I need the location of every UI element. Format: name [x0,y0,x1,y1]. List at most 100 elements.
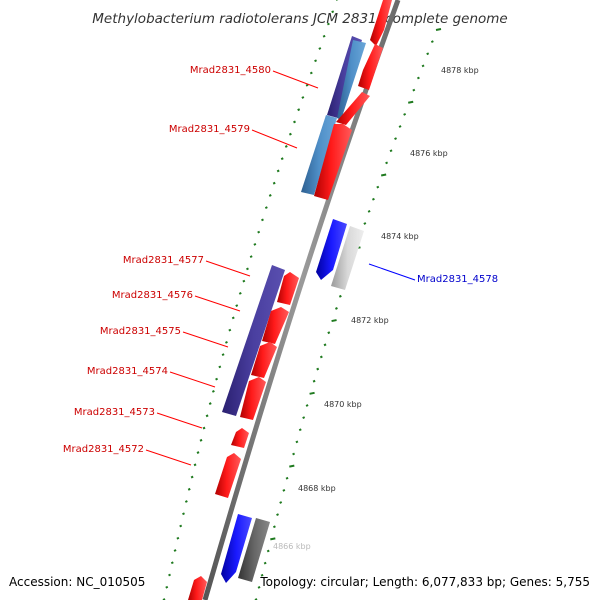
gene-arrow-forward[interactable] [358,44,383,90]
gene-arrow-forward[interactable] [215,453,241,498]
minor-tick [199,438,203,442]
minor-tick [314,59,318,63]
minor-tick [196,451,200,454]
minor-tick [257,230,261,234]
feature-block-steel[interactable] [337,40,366,120]
gene-label-mrad2831-4579[interactable]: Mrad2831_4579 [169,124,250,135]
minor-tick [260,573,264,577]
minor-tick [187,487,191,491]
leader-line [251,129,298,149]
minor-tick [331,10,335,14]
feature-block-dark-gray[interactable] [238,518,270,582]
gene-label-mrad2831-4572[interactable]: Mrad2831_4572 [63,444,144,455]
minor-tick [193,463,197,467]
minor-tick [182,512,185,516]
minor-tick [272,525,276,529]
minor-tick [398,125,402,128]
minor-tick [272,181,276,185]
kbp-label: 4870 kbp [324,400,362,409]
minor-tick [430,40,434,44]
minor-tick [168,573,171,577]
genome-summary-text: Topology: circular; Length: 6,077,833 bp… [259,575,590,589]
minor-tick [242,279,246,283]
minor-tick [338,294,342,298]
gene-label-mrad2831-4575[interactable]: Mrad2831_4575 [100,326,181,337]
minor-tick [305,404,309,407]
kbp-label: 4876 kbp [410,149,448,158]
outer-tick-track [254,28,442,600]
minor-tick [261,218,264,222]
gene-label-mrad2831-4578[interactable]: Mrad2831_4578 [417,274,498,285]
minor-tick [305,83,309,87]
minor-tick [205,414,209,418]
gene-arrow-reverse[interactable] [316,219,347,280]
minor-tick [318,47,322,50]
minor-tick [221,353,225,356]
minor-tick [173,549,177,552]
feature-block-steel[interactable] [301,115,337,195]
gene-arrow-forward[interactable] [262,307,289,344]
gene-arrow-forward[interactable] [336,92,370,125]
kbp-scale: 4878 kbp 4876 kbp 4874 kbp 4872 kbp 4870… [273,66,479,551]
feature-block-light-gray[interactable] [331,226,364,290]
feature-block-purple[interactable] [222,265,285,416]
minor-tick [184,500,188,503]
minor-tick [211,389,215,393]
major-tick [435,28,442,31]
gene-arrow-forward[interactable] [240,377,266,420]
leader-line [205,260,251,277]
gene-arrow-forward[interactable] [314,124,352,200]
minor-tick [327,331,331,335]
kbp-label: 4868 kbp [298,484,336,493]
minor-tick [298,428,302,432]
minor-tick [403,112,407,116]
minor-tick [268,194,272,197]
gene-label-mrad2831-4577[interactable]: Mrad2831_4577 [123,255,204,266]
minor-tick [293,120,296,124]
minor-tick [218,365,222,369]
gene-label-mrad2831-4573[interactable]: Mrad2831_4573 [74,407,155,418]
minor-tick [176,536,180,540]
kbp-label: 4874 kbp [381,232,419,241]
minor-tick [190,475,194,479]
minor-tick [385,161,389,165]
minor-tick [421,64,425,68]
minor-tick [302,416,306,419]
gene-arrow-forward[interactable] [251,342,277,378]
gene-arrow-forward[interactable] [188,576,207,600]
minor-tick [389,149,393,153]
major-tick [270,537,276,541]
gene-label-mrad2831-4580[interactable]: Mrad2831_4580 [190,65,271,76]
leader-line [194,295,241,312]
minor-tick [179,524,183,528]
minor-tick [412,88,416,92]
minor-tick [249,255,253,259]
minor-tick [285,476,289,480]
major-tick [380,173,387,177]
gene-arrow-forward[interactable] [277,272,299,305]
minor-tick [334,307,338,310]
minor-tick [322,34,326,38]
minor-tick [326,22,330,26]
minor-tick [264,206,268,210]
minor-tick [363,222,367,225]
leader-line [272,70,319,89]
major-tick [408,100,414,104]
gene-label-mrad2831-4574[interactable]: Mrad2831_4574 [87,366,168,377]
gene-arrow-reverse[interactable] [221,514,252,583]
minor-tick [202,426,206,430]
gene-arrow-forward[interactable] [231,428,249,448]
gene-arrow-forward[interactable] [370,0,392,46]
minor-tick [376,185,380,189]
minor-tick [228,328,232,332]
minor-tick [235,304,239,308]
minor-tick [426,52,430,56]
minor-tick [276,513,279,517]
kbp-label: 4872 kbp [351,316,389,325]
minor-tick [282,488,286,492]
gene-label-mrad2831-4576[interactable]: Mrad2831_4576 [112,290,193,301]
minor-tick [215,377,219,381]
minor-tick [266,549,270,553]
feature-blocks [222,36,366,582]
